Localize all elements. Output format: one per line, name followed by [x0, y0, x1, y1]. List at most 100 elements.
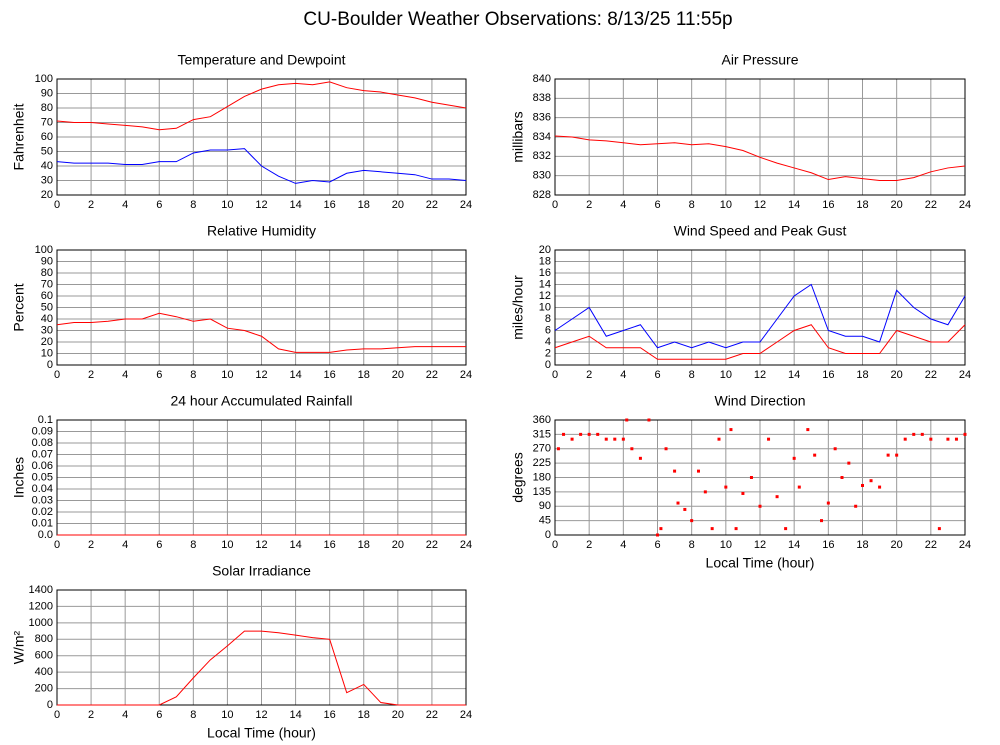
x-tick-label: 8: [190, 539, 196, 551]
x-tick-label: 24: [959, 369, 971, 381]
y-tick-label: 50: [41, 301, 53, 313]
x-tick-label: 24: [460, 709, 472, 721]
y-tick-label: 12: [539, 290, 551, 302]
y-tick-label: 6: [545, 324, 551, 336]
data-point: [758, 504, 762, 508]
x-tick-label: 0: [54, 709, 60, 721]
x-tick-label: 20: [392, 539, 404, 551]
data-point: [963, 432, 967, 436]
x-tick-label: 6: [156, 199, 162, 211]
data-point: [912, 432, 916, 436]
x-tick-label: 0: [54, 199, 60, 211]
data-line: [57, 630, 466, 706]
data-point: [861, 483, 864, 487]
x-tick-label: 20: [392, 199, 404, 211]
y-tick-label: 40: [41, 160, 53, 172]
data-line: [56, 312, 466, 353]
x-tick-label: 14: [289, 369, 301, 381]
y-tick-label: 1400: [29, 584, 53, 596]
x-tick-label: 14: [289, 539, 301, 551]
x-tick-label: 4: [122, 709, 128, 721]
y-tick-label: 30: [41, 174, 53, 186]
x-tick-label: 6: [654, 369, 660, 381]
x-tick-label: 2: [586, 199, 592, 211]
x-tick-label: 10: [221, 199, 233, 211]
x-tick-label: 6: [156, 539, 162, 551]
subplot-title: Relative Humidity: [207, 223, 316, 239]
y-tick-label: 45: [539, 515, 551, 527]
y-axis-label: millibars: [510, 111, 526, 162]
y-tick-label: 0.04: [32, 483, 53, 495]
x-tick-label: 20: [891, 199, 903, 211]
page-title: CU-Boulder Weather Observations: 8/13/25…: [303, 9, 732, 30]
x-tick-label: 16: [324, 369, 336, 381]
y-tick-label: 180: [533, 471, 551, 483]
x-tick-label: 0: [54, 369, 60, 381]
y-tick-label: 315: [533, 428, 551, 440]
data-point: [869, 479, 873, 483]
y-tick-label: 836: [533, 112, 551, 124]
x-tick-label: 10: [720, 199, 732, 211]
x-tick-label: 6: [156, 709, 162, 721]
x-tick-label: 22: [426, 369, 438, 381]
y-tick-label: 10: [41, 347, 53, 359]
y-tick-label: 2: [545, 347, 551, 359]
x-tick-label: 0: [54, 539, 60, 551]
x-tick-label: 8: [689, 199, 695, 211]
data-line: [56, 81, 467, 131]
x-tick-label: 6: [156, 369, 162, 381]
x-tick-label: 8: [190, 369, 196, 381]
y-tick-label: 0.01: [32, 517, 53, 529]
x-tick-label: 16: [822, 199, 834, 211]
x-tick-label: 20: [392, 369, 404, 381]
data-point: [820, 519, 823, 523]
data-point: [749, 476, 753, 479]
x-tick-label: 4: [620, 199, 626, 211]
y-tick-label: 40: [41, 313, 53, 325]
x-tick-label: 12: [255, 369, 267, 381]
y-axis-label: W/m²: [11, 630, 27, 664]
y-tick-label: 135: [533, 486, 551, 498]
y-tick-label: 360: [533, 414, 551, 426]
data-point: [562, 432, 566, 436]
y-tick-label: 20: [539, 244, 551, 256]
y-tick-label: 600: [35, 650, 53, 662]
y-axis-label: miles/hour: [510, 275, 526, 340]
data-point: [683, 507, 687, 511]
y-tick-label: 70: [41, 278, 53, 290]
y-tick-label: 10: [539, 301, 551, 313]
data-point: [587, 432, 591, 436]
y-tick-label: 100: [35, 244, 53, 256]
x-tick-label: 18: [856, 539, 868, 551]
x-tick-label: 6: [654, 539, 660, 551]
y-tick-label: 400: [35, 666, 53, 678]
x-tick-label: 18: [856, 369, 868, 381]
data-point: [929, 437, 933, 441]
data-point: [570, 437, 574, 441]
data-point: [621, 437, 625, 441]
x-tick-label: 16: [822, 539, 834, 551]
data-line: [554, 283, 966, 349]
y-tick-label: 0.1: [38, 414, 53, 426]
data-point: [806, 428, 810, 432]
subplot-title: Wind Speed and Peak Gust: [674, 223, 847, 239]
x-tick-label: 14: [289, 199, 301, 211]
data-point: [659, 527, 663, 531]
plot-frame: [56, 589, 467, 706]
x-tick-label: 22: [925, 539, 937, 551]
data-point: [697, 469, 700, 473]
x-tick-label: 16: [324, 199, 336, 211]
x-tick-label: 4: [620, 369, 626, 381]
data-point: [647, 418, 651, 422]
data-point: [656, 533, 659, 537]
data-point: [729, 428, 733, 432]
data-point: [767, 437, 771, 441]
data-point: [676, 501, 680, 505]
subplot-title: Temperature and Dewpoint: [177, 52, 345, 68]
data-line: [554, 324, 966, 360]
y-tick-label: 90: [41, 255, 53, 267]
data-point: [847, 461, 851, 465]
data-point: [625, 418, 629, 422]
plot-frame: [56, 249, 467, 366]
x-tick-label: 18: [358, 539, 370, 551]
